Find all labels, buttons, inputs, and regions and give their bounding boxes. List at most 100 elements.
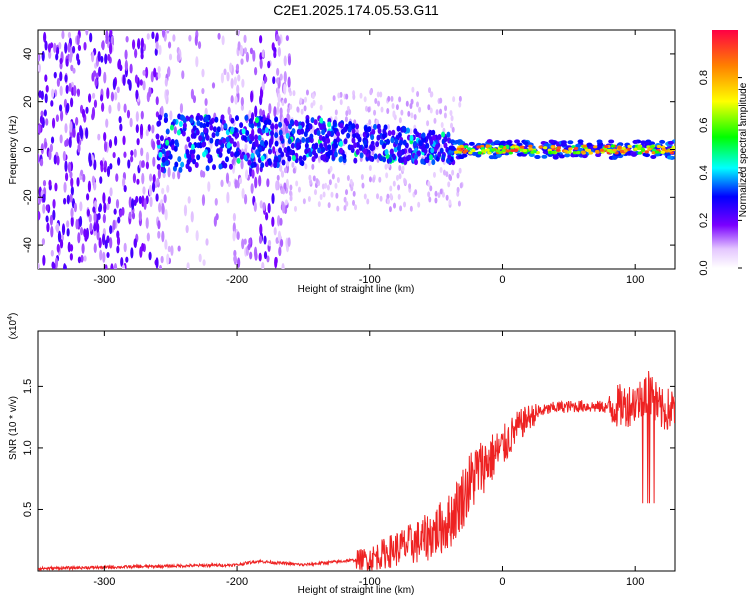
- spectral-cell: [204, 98, 208, 107]
- spectral-cell: [72, 128, 76, 138]
- spectral-cell: [73, 202, 78, 213]
- spectral-cell: [50, 225, 54, 238]
- spectral-cell: [475, 153, 482, 158]
- spectral-cell: [90, 51, 95, 63]
- spectral-cell: [163, 117, 168, 124]
- spectral-cell: [456, 186, 460, 193]
- spectral-cell: [115, 198, 120, 209]
- spectral-cell: [116, 230, 120, 239]
- spectral-cell: [63, 181, 67, 193]
- spectral-cell: [233, 76, 237, 86]
- spectral-cell: [384, 148, 389, 155]
- spectral-cell: [355, 123, 360, 130]
- spectral-cell: [66, 228, 70, 237]
- spectral-cell: [413, 154, 418, 161]
- spectral-cell: [186, 158, 191, 165]
- spectral-cell: [226, 142, 231, 149]
- spectral-cell: [287, 237, 291, 247]
- spectral-cell: [346, 132, 351, 139]
- spectral-cell: [451, 126, 455, 133]
- spectral-cell: [332, 120, 337, 127]
- spectral-cell: [264, 127, 269, 134]
- spectral-cell: [226, 148, 231, 155]
- spectral-cell: [447, 181, 451, 188]
- spectral-cell: [112, 78, 116, 91]
- spectral-cell: [363, 193, 367, 200]
- spectral-cell: [78, 215, 83, 228]
- spectral-cell: [368, 165, 372, 172]
- spectral-cell: [218, 139, 223, 146]
- spectral-cell: [176, 129, 181, 136]
- spectral-cell: [182, 122, 187, 129]
- spectral-cell: [449, 109, 453, 116]
- spectral-cell: [283, 70, 287, 83]
- spectral-cell: [249, 251, 253, 260]
- spectral-cell: [205, 165, 210, 172]
- spectral-cell: [241, 188, 245, 199]
- snr-x-ticks: -300 -200 -100 0 100: [93, 331, 644, 588]
- spectral-cell: [336, 177, 340, 184]
- spectral-cell: [288, 190, 292, 197]
- spectral-cell: [161, 202, 165, 215]
- spectral-cell: [295, 142, 300, 149]
- x-tick-label: -100: [359, 274, 381, 286]
- spectral-cell: [443, 142, 448, 149]
- spectral-cell: [577, 147, 584, 152]
- spectral-cell: [346, 175, 350, 182]
- spectral-cell: [352, 199, 356, 206]
- spectral-cell: [134, 74, 139, 84]
- spectral-cell: [286, 160, 290, 167]
- y-tick-label: -40: [22, 237, 34, 253]
- x-tick-label: -300: [93, 274, 115, 286]
- spectral-cell: [418, 140, 423, 147]
- spectral-cell: [275, 33, 280, 41]
- spectral-cell: [155, 41, 159, 50]
- spectral-cell: [134, 48, 138, 59]
- spectral-cell: [505, 149, 511, 153]
- spectral-cell: [365, 105, 369, 112]
- spectral-cell: [344, 116, 348, 123]
- y-tick-label: 1.0: [22, 440, 34, 455]
- spectral-cell: [303, 131, 308, 138]
- spectral-cell: [280, 151, 285, 158]
- spectral-cell: [389, 193, 393, 200]
- spectral-cell: [395, 174, 399, 181]
- spectral-cell: [304, 163, 308, 170]
- spectral-cell: [368, 119, 372, 126]
- spectral-cell: [215, 213, 219, 221]
- spectral-cell: [450, 115, 454, 122]
- spectral-cell: [259, 59, 263, 69]
- spectral-cell: [439, 188, 443, 195]
- spectral-cell: [389, 148, 394, 155]
- spectral-cell: [163, 194, 167, 204]
- spectral-cell: [42, 203, 46, 214]
- spectral-cell: [314, 143, 319, 150]
- spectral-cell: [468, 151, 473, 155]
- spectral-cell: [284, 199, 288, 206]
- spectral-cell: [386, 138, 391, 145]
- spectral-cell: [234, 115, 239, 122]
- spectral-cell: [660, 150, 666, 154]
- spectral-cell: [194, 161, 199, 168]
- spectral-cell: [199, 114, 204, 121]
- spectral-cell: [240, 96, 244, 107]
- spectral-cell: [230, 77, 234, 89]
- spectral-cell: [312, 99, 316, 106]
- x-tick-label: 0: [499, 274, 505, 286]
- spectral-cell: [279, 107, 283, 116]
- spectral-cell: [103, 132, 107, 142]
- spectral-cell: [188, 34, 192, 42]
- spectral-cell: [373, 153, 378, 160]
- spectral-cell: [165, 128, 170, 135]
- spectral-cell: [437, 151, 442, 158]
- spectral-cell: [166, 184, 170, 194]
- spectral-cell: [253, 201, 257, 212]
- spectral-cell: [293, 205, 297, 212]
- spectral-cell: [167, 245, 171, 253]
- spectral-cell: [119, 123, 123, 132]
- spectral-cell: [123, 103, 127, 113]
- spectral-cell: [157, 220, 161, 230]
- spectral-cell: [316, 130, 321, 137]
- spectral-cell: [130, 150, 134, 157]
- spectral-cell: [71, 45, 76, 54]
